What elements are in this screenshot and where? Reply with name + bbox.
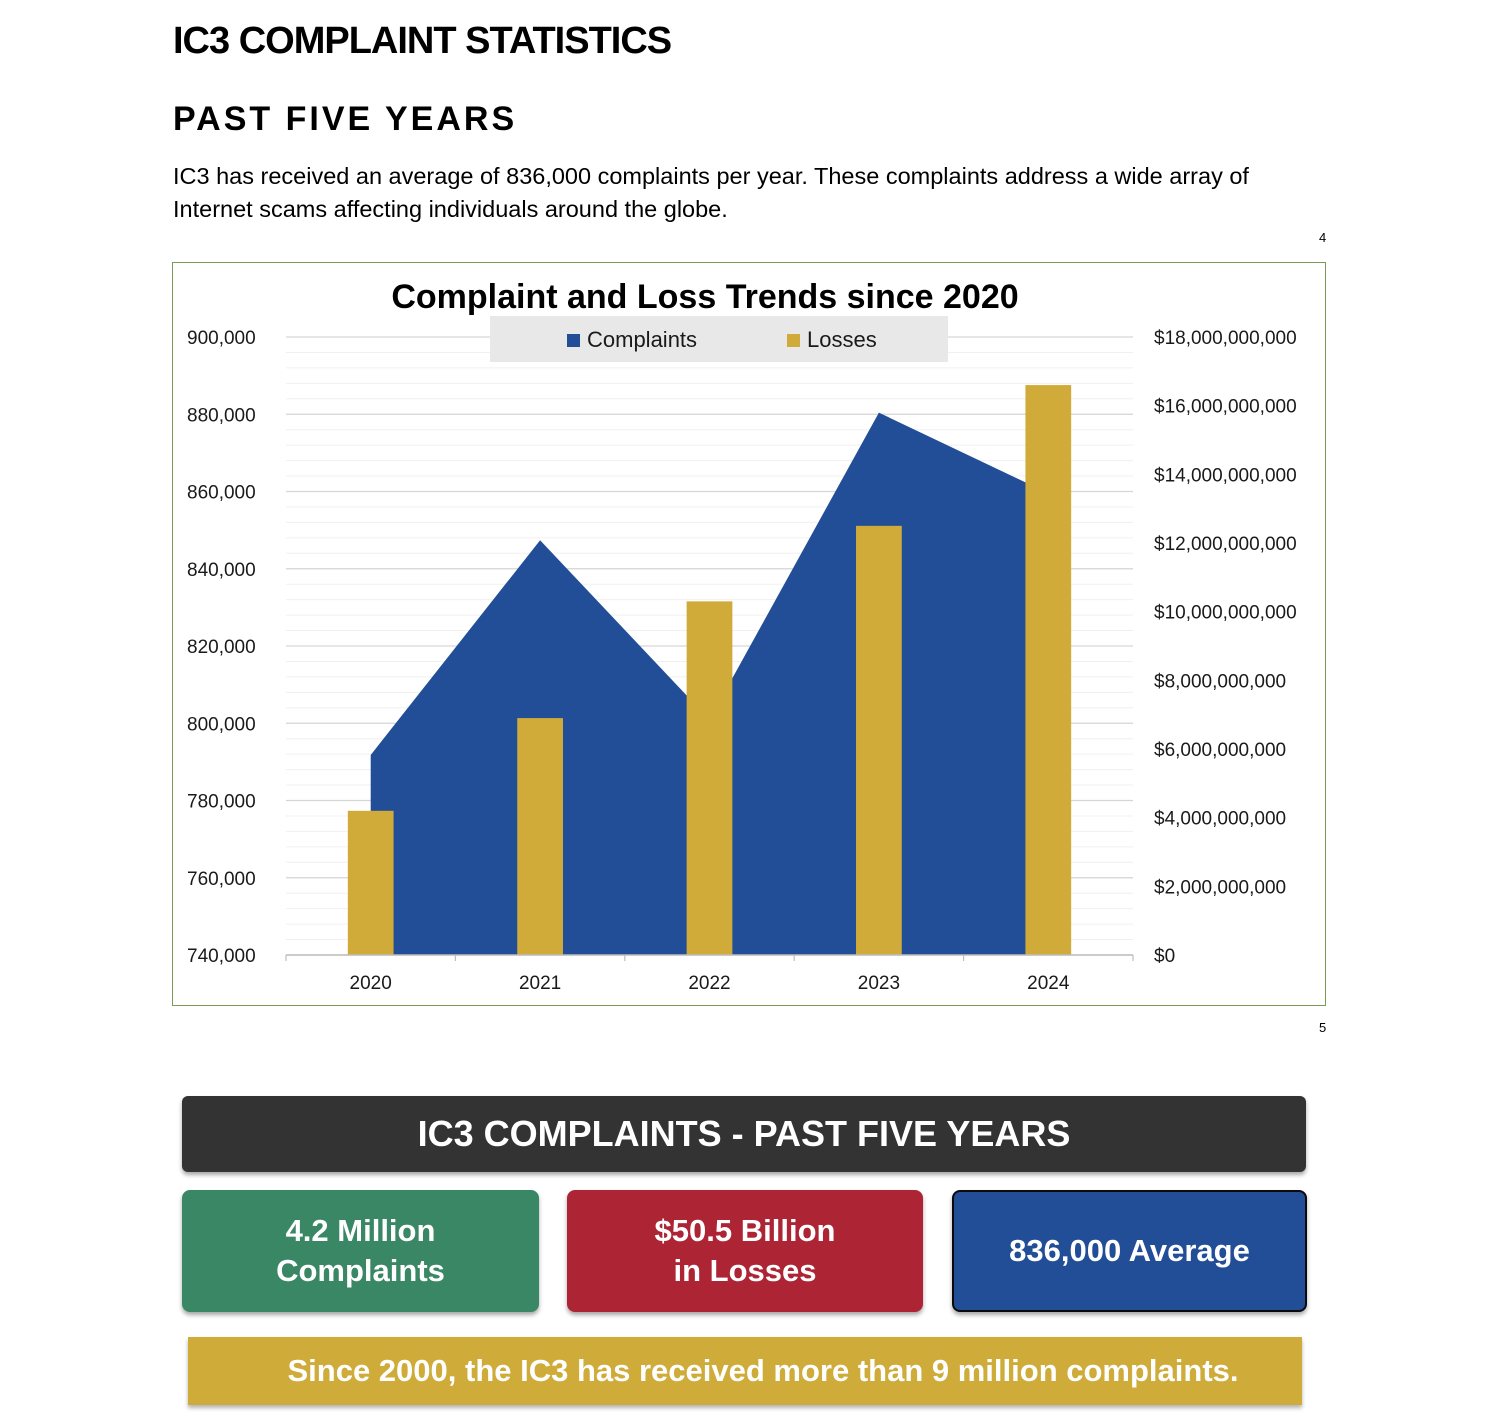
axes: 740,000 760,000 780,000 800,000 820,000 840,0… [187,328,1297,994]
y-right-tick-label: $2,000,000,000 [1154,877,1286,898]
y-left-tick-label: 880,000 [187,405,256,426]
y-right-tick-label: $18,000,000,000 [1154,328,1297,349]
stat-card-losses: $50.5 Billion in Losses [567,1190,923,1312]
y-left-tick-label: 780,000 [187,792,256,813]
summary-banner: IC3 COMPLAINTS - PAST FIVE YEARS [182,1096,1306,1172]
complaint-loss-chart: 740,000 760,000 780,000 800,000 820,000 840,0… [187,278,1297,994]
y-right-tick-label: $0 [1154,946,1175,967]
stat-card-average-text: 836,000 Average [1009,1233,1250,1268]
legend-swatch-losses [787,334,800,347]
y-right-tick-label: $16,000,000,000 [1154,397,1297,418]
y-right-tick-label: $10,000,000,000 [1154,603,1297,624]
page-title: IC3 COMPLAINT STATISTICS [173,20,672,62]
intro-paragraph: IC3 has received an average of 836,000 c… [173,163,1249,222]
y-left-tick-label: 820,000 [187,637,256,658]
loss-bar-2022 [686,601,733,955]
chart-frame: 740,000 760,000 780,000 800,000 820,000 840,0… [172,262,1326,1006]
y-right-tick-label: $12,000,000,000 [1154,534,1297,555]
stat-card-losses-text: $50.5 Billion in Losses [654,1213,836,1288]
stat-card-complaints-text: 4.2 Million Complaints [276,1213,445,1288]
stat-card-complaints: 4.2 Million Complaints [182,1190,539,1312]
y-right-tick-label: $4,000,000,000 [1154,809,1286,830]
loss-bar-2024 [1025,385,1072,955]
y-right-tick-label: $14,000,000,000 [1154,465,1297,486]
y-left-tick-label: 860,000 [187,483,256,504]
legend-background [490,316,948,362]
chart-title: Complaint and Loss Trends since 2020 [391,278,1018,316]
chart-legend: Complaints Losses [490,316,948,362]
section-title: PAST FIVE YEARS [173,100,518,138]
x-tick-label-2021: 2021 [519,973,561,994]
y-left-tick-label: 800,000 [187,714,256,735]
x-tick-label-2022: 2022 [688,973,730,994]
legend-label-losses: Losses [807,327,877,352]
footnote-marker-5: 5 [1319,1020,1327,1035]
summary-footer: Since 2000, the IC3 has received more th… [188,1337,1302,1405]
footnote-marker-4: 4 [1319,230,1327,245]
loss-bar-2023 [856,525,902,955]
y-right-tick-label: $8,000,000,000 [1154,671,1286,692]
x-tick-label-2020: 2020 [350,973,392,994]
loss-bar-2020 [347,810,394,955]
x-tick-label-2024: 2024 [1027,973,1070,994]
legend-swatch-complaints [567,334,580,347]
x-tick-label-2023: 2023 [858,973,900,994]
loss-bar-2021 [517,718,563,955]
legend-label-complaints: Complaints [587,327,697,352]
losses-bar-series [347,385,1072,955]
y-left-tick-label: 840,000 [187,560,256,581]
y-left-tick-label: 900,000 [187,328,256,349]
y-right-tick-label: $6,000,000,000 [1154,740,1286,761]
stat-card-average: 836,000 Average [952,1190,1307,1312]
y-left-tick-label: 760,000 [187,869,256,890]
y-left-tick-label: 740,000 [187,946,256,967]
